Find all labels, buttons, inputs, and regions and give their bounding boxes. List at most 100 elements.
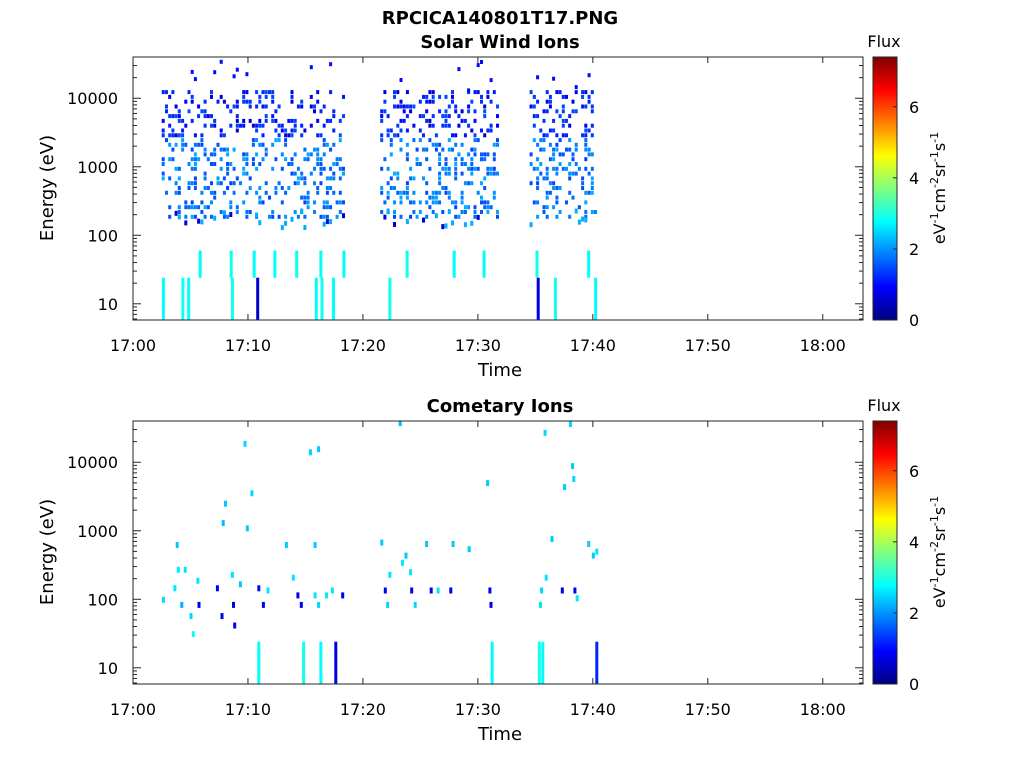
flux-pixel <box>271 90 275 95</box>
flux-pixel <box>229 162 233 166</box>
flux-pixel <box>568 190 572 195</box>
flux-pixel <box>245 210 249 214</box>
flux-pixel <box>438 109 442 114</box>
flux-pixel <box>264 94 268 99</box>
flux-pixel <box>393 214 396 219</box>
flux-pixel <box>261 157 265 162</box>
y-axis: 10 100 1000 10000 <box>67 420 863 684</box>
flux-pixel <box>261 90 265 95</box>
flux-pixel <box>200 190 204 195</box>
flux-pixel <box>574 147 578 152</box>
flux-pixel <box>332 142 336 147</box>
flux-pixel <box>184 205 188 210</box>
flux-pixel <box>177 166 181 171</box>
x-tick-label: 17:00 <box>110 700 156 719</box>
flux-pixel <box>412 190 416 195</box>
flux-pixel <box>451 90 454 95</box>
flux-pixel <box>545 166 549 171</box>
flux-pixel <box>470 99 474 104</box>
flux-pixel <box>196 577 200 584</box>
flux-pixel <box>219 166 223 171</box>
flux-pixel <box>470 181 474 186</box>
panel-title: Cometary Ions <box>427 396 574 417</box>
unit-exponent: -1 <box>928 576 941 587</box>
flux-pixel <box>463 205 467 210</box>
y-axis-label: Energy (eV) <box>37 499 58 605</box>
flux-pixel <box>393 171 396 176</box>
flux-pixel <box>431 90 435 95</box>
flux-pixel <box>540 587 544 594</box>
cometary-panel: Cometary Ions 17:00 17:10 17:20 17:30 17:40 1… <box>37 396 949 745</box>
flux-pixel <box>486 94 490 99</box>
flux-pixel <box>412 123 416 128</box>
flux-pixel <box>409 104 413 109</box>
flux-pixel <box>444 94 448 99</box>
flux-pixel <box>242 118 246 123</box>
flux-pixel <box>380 539 384 546</box>
flux-pixel <box>574 90 578 95</box>
flux-pixel <box>232 147 236 152</box>
flux-pixel <box>284 157 288 162</box>
flux-pixel <box>555 186 559 190</box>
flux-pixel <box>251 162 255 166</box>
flux-pixel <box>425 99 429 104</box>
flux-pixel <box>277 104 281 109</box>
flux-pixel <box>380 190 384 195</box>
flux-pixel <box>552 205 556 210</box>
flux-pixel <box>483 205 487 210</box>
flux-pixel <box>290 128 294 133</box>
flux-pixel <box>558 138 562 143</box>
flux-pixel <box>405 128 409 133</box>
flux-pixel <box>309 104 313 109</box>
flux-pixel <box>460 210 464 214</box>
flux-pixel <box>271 99 275 104</box>
flux-pixel <box>483 200 487 205</box>
flux-pixel <box>319 181 323 186</box>
flux-pixel <box>415 162 419 166</box>
flux-pixel <box>467 181 471 186</box>
flux-pixel <box>213 195 217 200</box>
flux-pixel <box>220 613 224 620</box>
flux-pixel <box>542 109 546 114</box>
flux-pixel <box>213 118 217 123</box>
flux-pixel <box>428 195 432 200</box>
flux-pixel <box>325 200 329 205</box>
flux-pixel <box>415 214 419 219</box>
flux-pixel <box>587 128 591 133</box>
flux-pixel <box>197 104 201 109</box>
flux-pixel <box>174 210 178 216</box>
y-tick-label: 1000 <box>77 158 118 177</box>
flux-pixel <box>473 118 477 123</box>
flux-pixel <box>486 128 490 133</box>
flux-pixel <box>284 142 288 147</box>
flux-pixel <box>193 133 197 138</box>
colorbar-ticks: 0 2 4 6 <box>893 98 919 330</box>
flux-pixel <box>332 190 336 195</box>
flux-pixel <box>277 181 281 186</box>
flux-pixel <box>536 166 540 171</box>
flux-pixel <box>415 147 419 152</box>
flux-pixel <box>454 142 458 147</box>
flux-pixel <box>405 157 409 162</box>
flux-pixel <box>284 542 288 548</box>
flux-pixel <box>181 138 185 143</box>
flux-pixel <box>232 74 236 79</box>
flux-stripe <box>273 250 277 278</box>
flux-pixel <box>405 142 409 147</box>
x-axis: 17:00 17:10 17:20 17:30 17:40 17:50 18:00 <box>110 57 846 355</box>
flux-stripe <box>319 641 323 684</box>
flux-pixel <box>271 210 275 214</box>
x-tick-label: 17:30 <box>455 336 501 355</box>
flux-pixel <box>425 94 429 99</box>
unit-exponent: -2 <box>928 177 941 188</box>
unit-base: s <box>930 143 949 151</box>
flux-pixel <box>489 128 493 133</box>
flux-pixel <box>542 133 546 138</box>
flux-pixel <box>561 133 565 138</box>
flux-pixel <box>584 104 588 109</box>
x-axis-label: Time <box>477 724 522 745</box>
flux-pixel <box>181 142 185 147</box>
flux-pixel <box>425 157 429 162</box>
flux-pixel <box>245 99 249 104</box>
flux-pixel <box>280 123 284 128</box>
